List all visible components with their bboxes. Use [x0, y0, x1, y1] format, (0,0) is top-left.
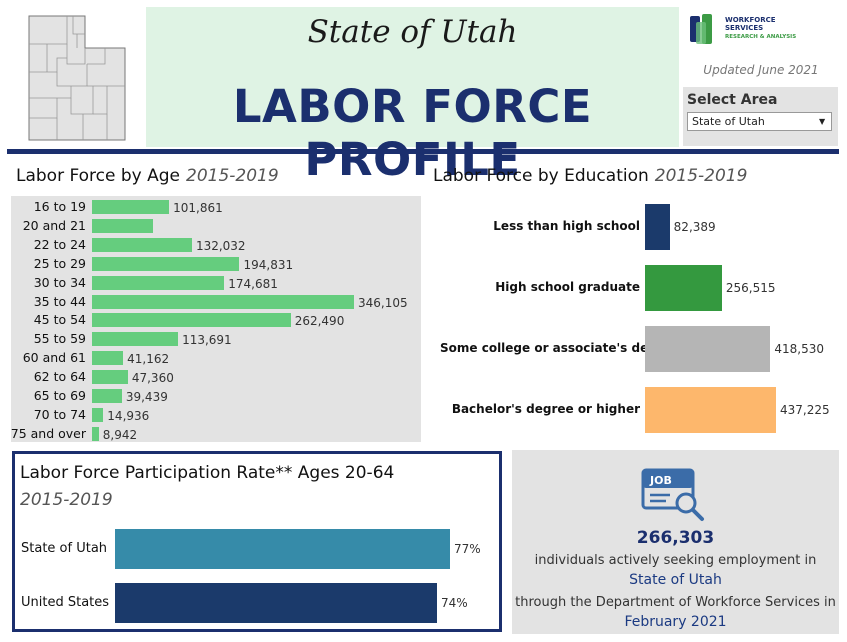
- age-bar-label: 70 to 74: [33, 406, 86, 422]
- page-title: LABOR FORCE PROFILE: [232, 80, 593, 186]
- education-bar-value: 82,389: [673, 220, 716, 234]
- age-bar: [92, 275, 225, 290]
- age-bar-label: 65 to 69: [33, 388, 86, 403]
- age-bar: [92, 313, 291, 328]
- education-bar: [645, 326, 771, 372]
- job-seekers-count: 266,303: [636, 528, 715, 548]
- logo-subtext: RESEARCH & ANALYSIS: [725, 34, 797, 40]
- age-bar-value: 101,861: [173, 201, 223, 215]
- age-bar: [92, 370, 128, 385]
- age-bar-value: 41,162: [127, 352, 170, 367]
- participation-bar: [115, 529, 450, 569]
- updated-date: Updated June 2021: [703, 63, 819, 77]
- job-seekers-text-2: through the Department of Workforce Serv…: [515, 595, 836, 610]
- age-bar-value: 262,490: [294, 314, 345, 329]
- age-bar-label: 35 to 44: [33, 293, 86, 309]
- participation-bar-label: United States: [21, 595, 110, 610]
- title-panel: [146, 7, 679, 147]
- svg-text:JOB: JOB: [649, 474, 672, 487]
- age-bar-value: 132,032: [195, 238, 246, 253]
- chevron-down-icon[interactable]: ▼: [819, 117, 826, 126]
- participation-bar: [115, 583, 437, 623]
- age-bar: [92, 332, 179, 347]
- education-bar: [645, 265, 722, 311]
- age-bar: [92, 407, 104, 422]
- age-bar-value: 346,105: [358, 295, 408, 310]
- age-bar-label: 45 to 54: [33, 312, 86, 328]
- education-bar-value: 437,225: [780, 403, 830, 417]
- job-search-icon: JOB: [641, 468, 704, 521]
- age-bar: [92, 256, 240, 271]
- workforce-services-logo: [690, 14, 712, 44]
- participation-panel: [12, 451, 502, 632]
- education-bar-label: Bachelor's degree or higher: [451, 402, 640, 416]
- education-bar: [645, 204, 670, 250]
- age-bar-value: 14,936: [107, 408, 150, 423]
- participation-bar-value: 77%: [454, 542, 481, 556]
- age-chart-title: Labor Force by Age 2015-2019: [16, 166, 279, 186]
- participation-bar-value: 74%: [440, 596, 468, 610]
- participation-chart-title: Labor Force Participation Rate** Ages 20…: [20, 463, 395, 483]
- age-bar: [92, 237, 192, 252]
- logo-text: WORKFORCE SERVICES: [725, 16, 776, 32]
- age-bar-value: 39,439: [125, 390, 168, 404]
- utah-county-map: [28, 15, 126, 141]
- education-bar-value: 418,530: [774, 342, 825, 356]
- education-bar-label: High school graduate: [495, 280, 640, 294]
- age-bar-label: 60 and 61: [22, 350, 86, 366]
- participation-bar-label: State of Utah: [21, 541, 108, 556]
- age-bar-value: 47,360: [131, 371, 174, 386]
- age-bar-label: 22 to 24: [33, 236, 86, 252]
- state-title: State of Utah: [307, 14, 518, 50]
- education-bar-label: Some college or associate's degree: [440, 341, 680, 355]
- job-seekers-month: February 2021: [624, 614, 727, 630]
- age-bar-label: 55 to 59: [33, 331, 86, 347]
- age-bar: [92, 389, 122, 403]
- education-bar-label: Less than high school: [493, 219, 640, 233]
- age-bar-label: 30 to 34: [33, 274, 86, 290]
- age-bar-value: 113,691: [182, 333, 232, 348]
- education-chart-title: Labor Force by Education 2015-2019: [433, 166, 748, 186]
- age-bar: [92, 200, 170, 214]
- education-bar-value: 256,515: [725, 281, 776, 295]
- age-bar-label: 20 and 21: [22, 217, 86, 233]
- age-bar-label: 62 to 64: [33, 369, 86, 385]
- job-seekers-area: State of Utah: [629, 572, 722, 588]
- age-bar-label: 25 to 29: [33, 255, 86, 271]
- age-bar: [92, 294, 354, 309]
- age-bar-value: 174,681: [228, 276, 278, 291]
- job-seekers-text-1: individuals actively seeking employment …: [534, 553, 817, 568]
- education-bar: [645, 387, 776, 433]
- age-bar: [92, 426, 99, 441]
- age-bar-label: 75 and over: [10, 425, 86, 441]
- age-bar: [92, 351, 124, 366]
- age-bar: [92, 218, 153, 233]
- age-bar-value: 194,831: [243, 257, 294, 272]
- participation-chart-years: 2015-2019: [20, 490, 113, 510]
- age-bar-value: 8,942: [102, 427, 138, 442]
- area-dropdown[interactable]: State of Utah: [687, 112, 832, 131]
- header-divider: [7, 149, 839, 154]
- age-bar-label: 16 to 19: [33, 199, 86, 214]
- select-area-label: Select Area: [687, 92, 778, 108]
